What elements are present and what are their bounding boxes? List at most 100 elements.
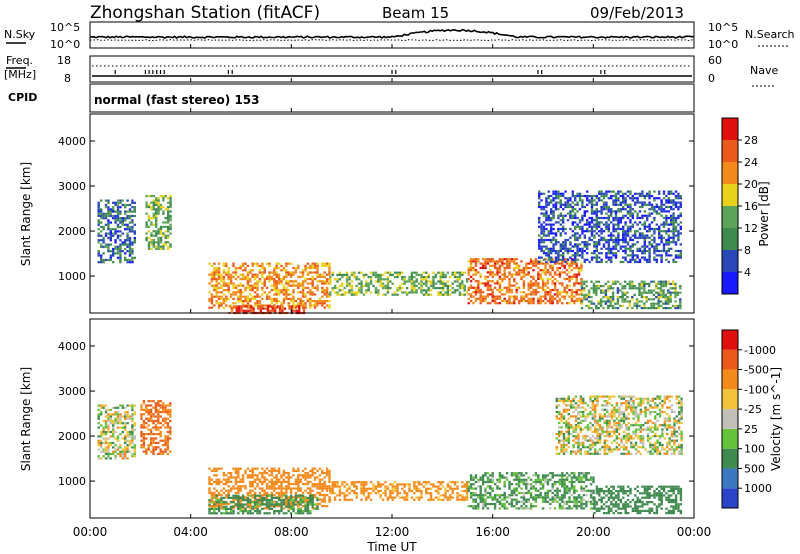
power-cell xyxy=(672,258,675,261)
power-cell xyxy=(515,297,518,300)
freq-unit: [MHz] xyxy=(4,68,36,81)
velocity-cell xyxy=(309,469,312,472)
power-cell xyxy=(408,291,411,294)
velocity-cell xyxy=(277,467,281,470)
power-cell xyxy=(222,280,226,283)
power-cell xyxy=(256,289,259,292)
power-cell xyxy=(441,282,445,285)
power-cell xyxy=(586,247,589,250)
velocity-cell xyxy=(437,487,440,490)
power-cell xyxy=(638,221,642,224)
power-cell xyxy=(580,291,583,294)
power-cell xyxy=(605,192,608,195)
velocity-cell xyxy=(297,483,300,486)
velocity-cell xyxy=(558,478,562,481)
velocity-cell xyxy=(563,491,566,495)
velocity-cell xyxy=(220,507,223,510)
power-cell xyxy=(612,216,615,220)
velocity-cell xyxy=(513,491,516,495)
power-cell xyxy=(672,236,675,239)
power-colorbar-swatch xyxy=(722,206,738,228)
power-cell xyxy=(565,302,569,305)
power-cell xyxy=(321,295,324,298)
power-cell xyxy=(343,293,346,296)
power-cell xyxy=(505,264,509,267)
power-cell xyxy=(119,212,122,215)
velocity-cell xyxy=(384,489,387,493)
velocity-cell xyxy=(309,501,312,504)
power-cell xyxy=(583,282,586,285)
power-cell xyxy=(298,307,301,310)
power-cell xyxy=(304,280,307,283)
power-cell xyxy=(222,275,226,278)
power-cell xyxy=(552,199,555,202)
power-cell xyxy=(643,214,646,217)
power-cell xyxy=(624,247,627,250)
power-cell xyxy=(539,302,542,305)
velocity-cell xyxy=(287,485,290,488)
power-cell xyxy=(647,291,651,294)
velocity-cell xyxy=(563,496,566,499)
power-cell xyxy=(444,276,447,279)
power-cell xyxy=(215,286,218,289)
velocity-cell xyxy=(585,474,588,477)
power-cell xyxy=(553,286,557,289)
power-cell xyxy=(157,236,160,239)
velocity-cell xyxy=(304,489,307,492)
power-cell xyxy=(164,217,167,220)
velocity-cell xyxy=(208,505,211,508)
power-cell xyxy=(338,271,342,274)
velocity-cell xyxy=(282,507,286,510)
power-cell xyxy=(559,219,562,222)
power-cell xyxy=(602,300,605,303)
velocity-cell xyxy=(580,480,583,484)
power-cell xyxy=(325,278,329,281)
velocity-cell xyxy=(237,480,240,483)
power-cell xyxy=(384,287,387,290)
power-cell xyxy=(210,306,214,309)
power-cell xyxy=(586,199,589,202)
velocity-cell xyxy=(575,500,578,503)
velocity-cell xyxy=(565,489,569,492)
power-cell xyxy=(365,282,368,285)
power-cell xyxy=(664,282,668,285)
power-cell xyxy=(590,225,594,228)
power-cell xyxy=(232,262,235,265)
velocity-cell xyxy=(434,496,438,499)
power-cell xyxy=(547,214,550,217)
power-cell xyxy=(655,227,658,231)
power-cell xyxy=(617,208,620,211)
power-cell xyxy=(372,284,375,287)
velocity-cell xyxy=(261,483,264,486)
power-cell xyxy=(116,223,120,226)
power-cell xyxy=(420,278,423,281)
power-cell xyxy=(124,256,127,259)
velocity-cell xyxy=(309,489,312,492)
power-cell xyxy=(622,199,625,202)
power-cell xyxy=(114,230,117,233)
power-cell xyxy=(674,260,678,264)
velocity-cell xyxy=(222,487,226,490)
velocity-cell xyxy=(362,492,366,495)
power-cell xyxy=(100,214,103,218)
power-cell xyxy=(564,241,567,244)
power-cell xyxy=(292,304,295,307)
velocity-cell xyxy=(304,505,307,508)
power-cell xyxy=(590,212,594,215)
power-cell xyxy=(285,286,288,289)
power-cell xyxy=(583,243,586,246)
power-cell xyxy=(458,291,462,294)
power-cell xyxy=(311,300,314,303)
power-cell xyxy=(493,297,497,300)
power-cell xyxy=(665,243,668,246)
power-cell xyxy=(659,287,663,290)
power-cell xyxy=(345,276,349,279)
velocity-cell xyxy=(208,478,211,481)
power-cell xyxy=(427,289,430,292)
power-cell xyxy=(544,264,547,267)
power-cell xyxy=(318,302,322,305)
power-cell xyxy=(610,260,613,264)
power-cell xyxy=(622,201,625,204)
velocity-cell xyxy=(263,472,266,475)
velocity-cell xyxy=(522,474,526,477)
